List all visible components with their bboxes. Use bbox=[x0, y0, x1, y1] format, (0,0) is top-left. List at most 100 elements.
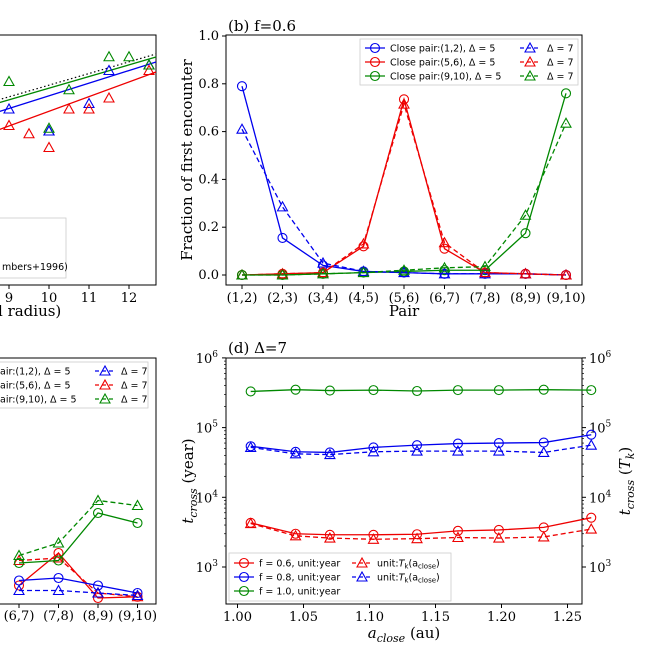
legend-marker bbox=[238, 557, 250, 569]
data-point bbox=[236, 81, 248, 92]
legend-label: Δ = 7 bbox=[547, 72, 574, 83]
data-point bbox=[492, 444, 505, 456]
data-point bbox=[411, 444, 423, 456]
x-tick-label: 10 bbox=[41, 291, 58, 306]
panel-a-legend-text: mbers+1996) bbox=[2, 262, 68, 273]
data-point bbox=[43, 124, 55, 136]
data-point bbox=[132, 587, 143, 599]
panel-a-xlabel: l radius) bbox=[0, 302, 61, 320]
data-point bbox=[452, 385, 463, 396]
legend-label: air:(9,10), Δ = 5 bbox=[0, 395, 77, 406]
legend-label: Δ = 7 bbox=[121, 395, 148, 406]
data-point bbox=[103, 91, 115, 103]
x-tick-label: (7,8) bbox=[470, 291, 501, 306]
data-point bbox=[276, 200, 289, 212]
legend-marker bbox=[356, 570, 368, 582]
data-point bbox=[245, 386, 256, 397]
data-point bbox=[519, 267, 532, 279]
panel-d-xlabel: aclose (au) bbox=[368, 624, 441, 645]
data-point bbox=[92, 507, 104, 519]
legend-label: Δ = 7 bbox=[121, 367, 148, 378]
data-point bbox=[53, 572, 64, 584]
data-point bbox=[357, 266, 370, 278]
panel-d-ylabel-right: tcross (Tk) bbox=[616, 447, 637, 516]
x-tick-label: (8,9) bbox=[83, 609, 114, 624]
data-point bbox=[236, 123, 248, 134]
data-point bbox=[411, 385, 423, 397]
x-tick-label: 1.00 bbox=[223, 610, 252, 625]
data-point bbox=[290, 446, 301, 457]
panel-d-frame bbox=[225, 357, 583, 605]
legend-label: Close pair:(1,2), Δ = 5 bbox=[390, 44, 495, 55]
data-point bbox=[519, 209, 532, 220]
x-tick-label: (5,6) bbox=[389, 291, 420, 306]
data-point bbox=[143, 58, 155, 70]
x-tick-label: 1.20 bbox=[487, 610, 516, 625]
x-tick-label: (9,10) bbox=[118, 609, 157, 624]
legend-label: Δ = 7 bbox=[121, 381, 148, 392]
series-line bbox=[242, 93, 567, 276]
data-point bbox=[324, 529, 335, 540]
data-point bbox=[289, 447, 302, 459]
panel-b-ylabel: Fraction of first encounter bbox=[178, 58, 196, 260]
y-tick-label: 0.8 bbox=[198, 77, 219, 92]
data-point bbox=[13, 584, 25, 596]
data-point bbox=[479, 260, 491, 272]
y-tick-label: 1.0 bbox=[198, 29, 219, 44]
panel-c-frame bbox=[0, 357, 157, 605]
data-point bbox=[103, 64, 115, 76]
y-tick-label: 103 bbox=[196, 559, 219, 576]
x-tick-label: (3,4) bbox=[308, 291, 339, 306]
data-point bbox=[3, 119, 15, 131]
data-point bbox=[586, 512, 597, 523]
data-point bbox=[560, 268, 572, 280]
data-point bbox=[323, 531, 336, 543]
data-point bbox=[290, 528, 301, 539]
legend-label: air:(5,6), Δ = 5 bbox=[0, 381, 71, 392]
data-point bbox=[290, 384, 301, 395]
legend-marker bbox=[99, 378, 111, 390]
legend-box bbox=[0, 361, 149, 409]
x-tick-label: (1,2) bbox=[227, 291, 258, 306]
legend-marker bbox=[238, 571, 250, 583]
data-point bbox=[452, 438, 463, 449]
series-line bbox=[241, 96, 567, 276]
data-point bbox=[398, 264, 410, 275]
fit-line-green bbox=[0, 56, 157, 104]
legend-label: f = 0.8, unit:year bbox=[259, 573, 340, 584]
data-point bbox=[324, 447, 335, 458]
data-point bbox=[452, 531, 464, 543]
data-point bbox=[23, 127, 35, 139]
data-point bbox=[367, 445, 380, 457]
x-tick-label: (9,10) bbox=[546, 291, 585, 306]
x-tick-label: 11 bbox=[81, 291, 98, 306]
panel-a-frame bbox=[0, 34, 157, 286]
legend-marker bbox=[238, 585, 250, 597]
series-line bbox=[250, 389, 592, 393]
fit-line-black-dotted bbox=[0, 53, 157, 101]
data-point bbox=[63, 102, 75, 114]
y-tick-label-right: 103 bbox=[589, 559, 612, 576]
data-point bbox=[83, 102, 95, 114]
data-point bbox=[411, 440, 423, 451]
series-line bbox=[241, 101, 567, 276]
data-point bbox=[452, 525, 463, 536]
data-point bbox=[368, 385, 379, 396]
data-point bbox=[493, 524, 504, 536]
panel-b: (b) f=0.6 (1,2) (2,3) (3,4) (4,5) (5,6) (6,7)… bbox=[178, 17, 586, 320]
legend-label: f = 0.6, unit:year bbox=[259, 559, 340, 570]
data-point bbox=[398, 97, 410, 109]
x-tick-label: (4,5) bbox=[348, 291, 379, 306]
legend-label: unit:Tk(aclose) bbox=[377, 559, 440, 571]
panel-a: mbers+1996) 9 10 11 12 l radius) bbox=[0, 34, 157, 320]
data-point bbox=[13, 549, 25, 561]
y-tick-label: 0.4 bbox=[198, 172, 219, 187]
data-point bbox=[438, 236, 451, 248]
x-tick-label: (6,7) bbox=[429, 291, 460, 306]
data-point bbox=[52, 584, 65, 596]
data-point bbox=[131, 590, 144, 602]
data-point bbox=[537, 446, 550, 458]
data-point bbox=[3, 102, 15, 114]
data-point bbox=[411, 532, 423, 544]
